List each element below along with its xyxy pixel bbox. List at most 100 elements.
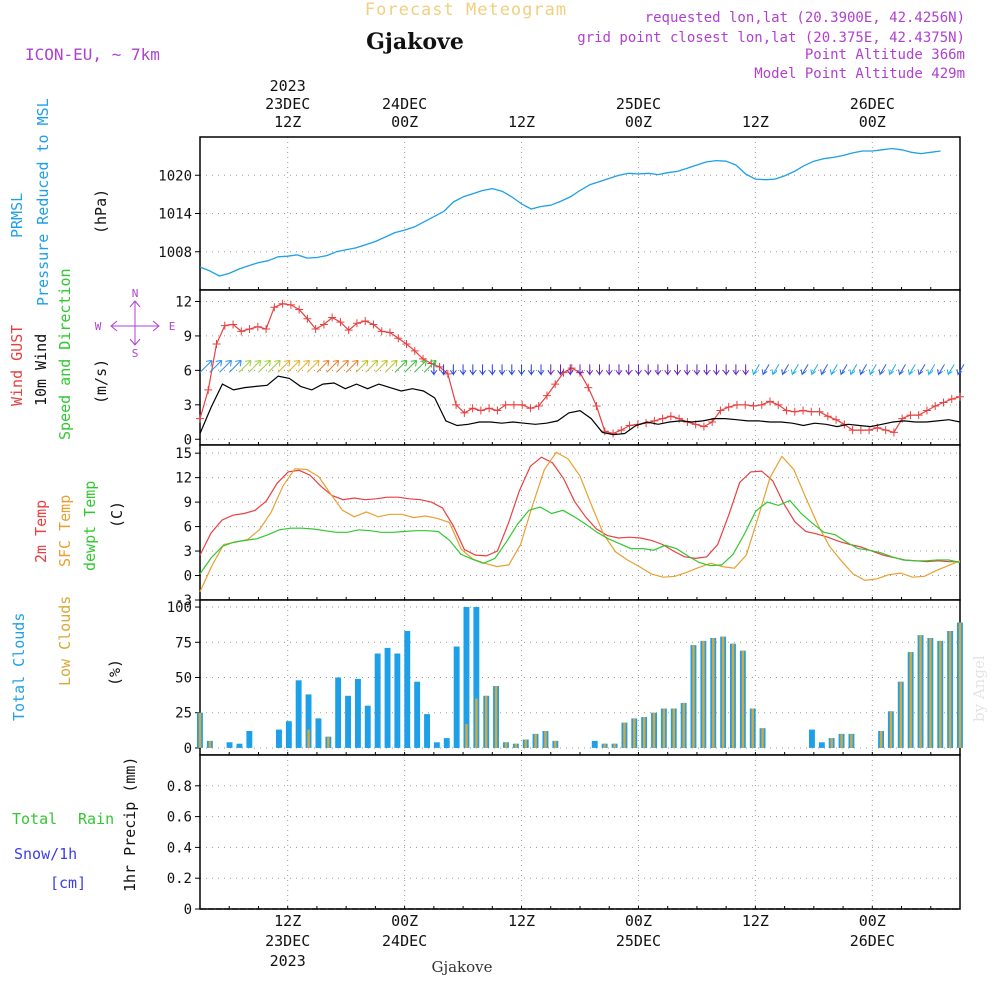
wind-direction-arrow	[946, 364, 955, 376]
wind-direction-arrow	[898, 364, 906, 376]
wind-direction-arrow	[771, 364, 780, 376]
bottom-time-label: 25DEC	[616, 932, 661, 950]
y-tick-label: 12	[175, 294, 192, 310]
top-time-label: 24DEC	[382, 95, 427, 113]
wind-direction-arrow	[820, 364, 829, 376]
wind-direction-arrow	[287, 359, 301, 373]
low-clouds-bar	[524, 739, 527, 748]
wind-gust-marker	[790, 407, 799, 416]
top-time-label: 23DEC	[265, 95, 310, 113]
wind-gust-marker	[625, 421, 634, 430]
wind-direction-arrow	[917, 364, 926, 376]
compass-e: E	[169, 320, 176, 333]
y-tick-label: 0.4	[167, 840, 192, 856]
wind-direction-arrow	[683, 364, 691, 376]
bottom-time-label: 00Z	[391, 912, 418, 930]
wind-gust-marker	[732, 400, 741, 409]
low-clouds-bar	[889, 711, 893, 748]
wind-direction-arrow	[907, 364, 916, 376]
wind-direction-arrow	[527, 364, 535, 376]
wind-direction-arrow	[209, 359, 223, 373]
bottom-time-label: 00Z	[859, 912, 886, 930]
total-clouds-bar	[335, 677, 342, 748]
wind-direction-arrow	[596, 364, 603, 376]
wind-direction-arrow	[394, 359, 408, 373]
total-clouds-bar	[394, 653, 401, 748]
temp-sfc-label: SFC Temp	[56, 495, 74, 567]
low-clouds-bar	[554, 740, 557, 748]
wind-gust-marker	[567, 364, 576, 373]
y-tick-label: 1014	[158, 207, 192, 223]
low-clouds-bar	[307, 729, 310, 748]
y-tick-label: 9	[184, 495, 192, 511]
total-clouds-bar	[453, 646, 460, 748]
y-tick-label: 12	[175, 471, 192, 487]
total-clouds-bar	[236, 743, 243, 748]
panel-background	[200, 755, 960, 909]
wind-gust-marker	[435, 362, 444, 371]
bottom-time-label: 2023	[270, 952, 306, 970]
wind-direction-arrow	[440, 364, 447, 376]
total-clouds-bar	[384, 647, 391, 748]
panels: 100810141020036912-303691215025507510000…	[158, 136, 965, 918]
model-label: ICON-EU, ~ 7km	[25, 45, 160, 64]
wind-gust-marker	[749, 401, 758, 410]
wind-gust-marker	[584, 383, 593, 392]
wind-direction-arrow	[238, 359, 252, 373]
low-clouds-bar	[208, 740, 212, 748]
y-tick-label: 0	[184, 569, 192, 585]
low-clouds-bar	[643, 717, 646, 748]
temp-dewpt-line	[199, 499, 961, 575]
wind-10m-line	[199, 375, 961, 436]
low-clouds-bar	[751, 708, 754, 748]
y-tick-label: 1020	[158, 168, 192, 184]
wind-gust-marker	[253, 322, 262, 331]
wind-gust-marker	[848, 426, 857, 435]
wind-direction-arrow	[459, 364, 467, 376]
wind-gust-marker	[807, 407, 816, 416]
wind-direction-arrow	[414, 359, 427, 373]
y-tick-label: 6	[184, 363, 192, 379]
panel-side-labels: PRMSL Pressure Reduced to MSL (hPa) Wind…	[8, 98, 139, 892]
low-clouds-bar	[514, 743, 518, 748]
precip-units: 1hr Precip (mm)	[121, 757, 139, 892]
wind-direction-arrow	[956, 364, 965, 376]
wind-direction-arrow	[537, 364, 545, 376]
wind-10m-label: 10m Wind	[32, 334, 50, 406]
top-time-label: 26DEC	[850, 95, 895, 113]
total-clouds-bar	[364, 705, 371, 748]
total-clouds-bar	[809, 729, 815, 748]
low-clouds-bar	[534, 733, 537, 748]
bottom-time-label: 26DEC	[850, 932, 895, 950]
compass-n: N	[132, 287, 139, 300]
header: Forecast Meteogram Gjakove ICON-EU, ~ 7k…	[25, 0, 988, 976]
compass-s: S	[132, 347, 139, 360]
wind-gust-marker	[229, 320, 238, 329]
wind-gust-marker	[881, 426, 890, 435]
wind-gust-marker	[922, 406, 931, 415]
wind-gust-marker	[443, 369, 452, 378]
low-clouds-bar	[830, 738, 833, 748]
low-clouds-bar	[504, 742, 508, 748]
wind-direction-arrow	[345, 359, 359, 373]
wind-direction-arrow	[605, 364, 613, 376]
temp-2m-label: 2m Temp	[32, 500, 50, 563]
wind-direction-arrow	[498, 364, 506, 376]
top-time-label: 25DEC	[616, 95, 661, 113]
panel-pressure: 1008 1014 1020	[158, 136, 961, 291]
low-clouds-bar	[465, 724, 468, 748]
low-clouds-bar	[919, 635, 922, 748]
y-tick-label: 0	[184, 902, 192, 918]
top-time-label: 2023	[270, 77, 306, 95]
bottom-time-label: 12Z	[274, 912, 301, 930]
wind-gust-marker	[551, 380, 560, 389]
low-clouds-bar	[909, 652, 912, 748]
wind-direction-arrow	[336, 359, 349, 373]
wind-gust-marker	[542, 391, 551, 400]
wind-direction-arrow	[557, 364, 564, 376]
clouds-units: (%)	[106, 659, 124, 686]
wind-direction-arrow	[635, 364, 642, 376]
low-clouds-bar	[929, 638, 932, 748]
total-clouds-bar	[433, 742, 440, 748]
